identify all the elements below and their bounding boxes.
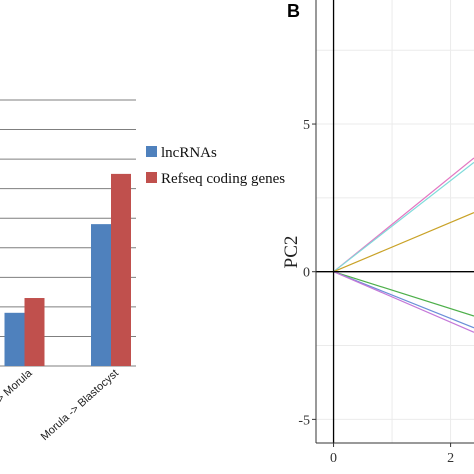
bar-legend: lncRNAs Refseq coding genes <box>146 145 285 187</box>
bar-category-label: Morula -> Blastocyst <box>39 367 121 443</box>
pca-series-line-5 <box>333 271 474 329</box>
panel-label-b: B <box>287 1 300 21</box>
legend-label-refseq: Refseq coding genes <box>161 171 285 187</box>
bar-lncrnas-2 <box>91 224 111 366</box>
pca-series <box>333 157 474 333</box>
pca-gridlines <box>316 0 474 443</box>
pca-x-tick-label: 0 <box>330 451 337 466</box>
bar-lncrnas-1 <box>4 312 25 366</box>
pca-y-tick-label: -5 <box>298 413 310 428</box>
legend-swatch-lncrnas <box>146 146 157 157</box>
pca-panel: B 5 0 -5 0 2 PC2 <box>281 0 474 466</box>
pca-x-tick-label: 2 <box>447 451 454 466</box>
pca-tick-labels: 5 0 -5 0 2 <box>298 118 454 466</box>
pca-y-tick-label: 0 <box>303 266 310 281</box>
bar-category-labels: > Morula Morula -> Blastocyst <box>0 367 121 443</box>
legend-label-lncrnas: lncRNAs <box>161 145 217 161</box>
bar-category-label: > Morula <box>0 367 35 405</box>
pca-y-axis-title: PC2 <box>281 236 302 269</box>
pca-series-line-3 <box>333 212 474 273</box>
bar-refseq-2 <box>111 173 131 366</box>
bar-series <box>4 173 131 366</box>
bar-chart-panel: > Morula Morula -> Blastocyst lncRNAs Ref… <box>0 99 285 443</box>
pca-series-line-2 <box>333 161 474 273</box>
pca-series-line-4 <box>333 271 474 317</box>
bar-refseq-1 <box>24 298 45 366</box>
pca-axes <box>315 0 474 444</box>
legend-swatch-refseq <box>146 172 157 183</box>
pca-series-line-6 <box>333 271 474 333</box>
pca-y-tick-label: 5 <box>303 118 310 133</box>
